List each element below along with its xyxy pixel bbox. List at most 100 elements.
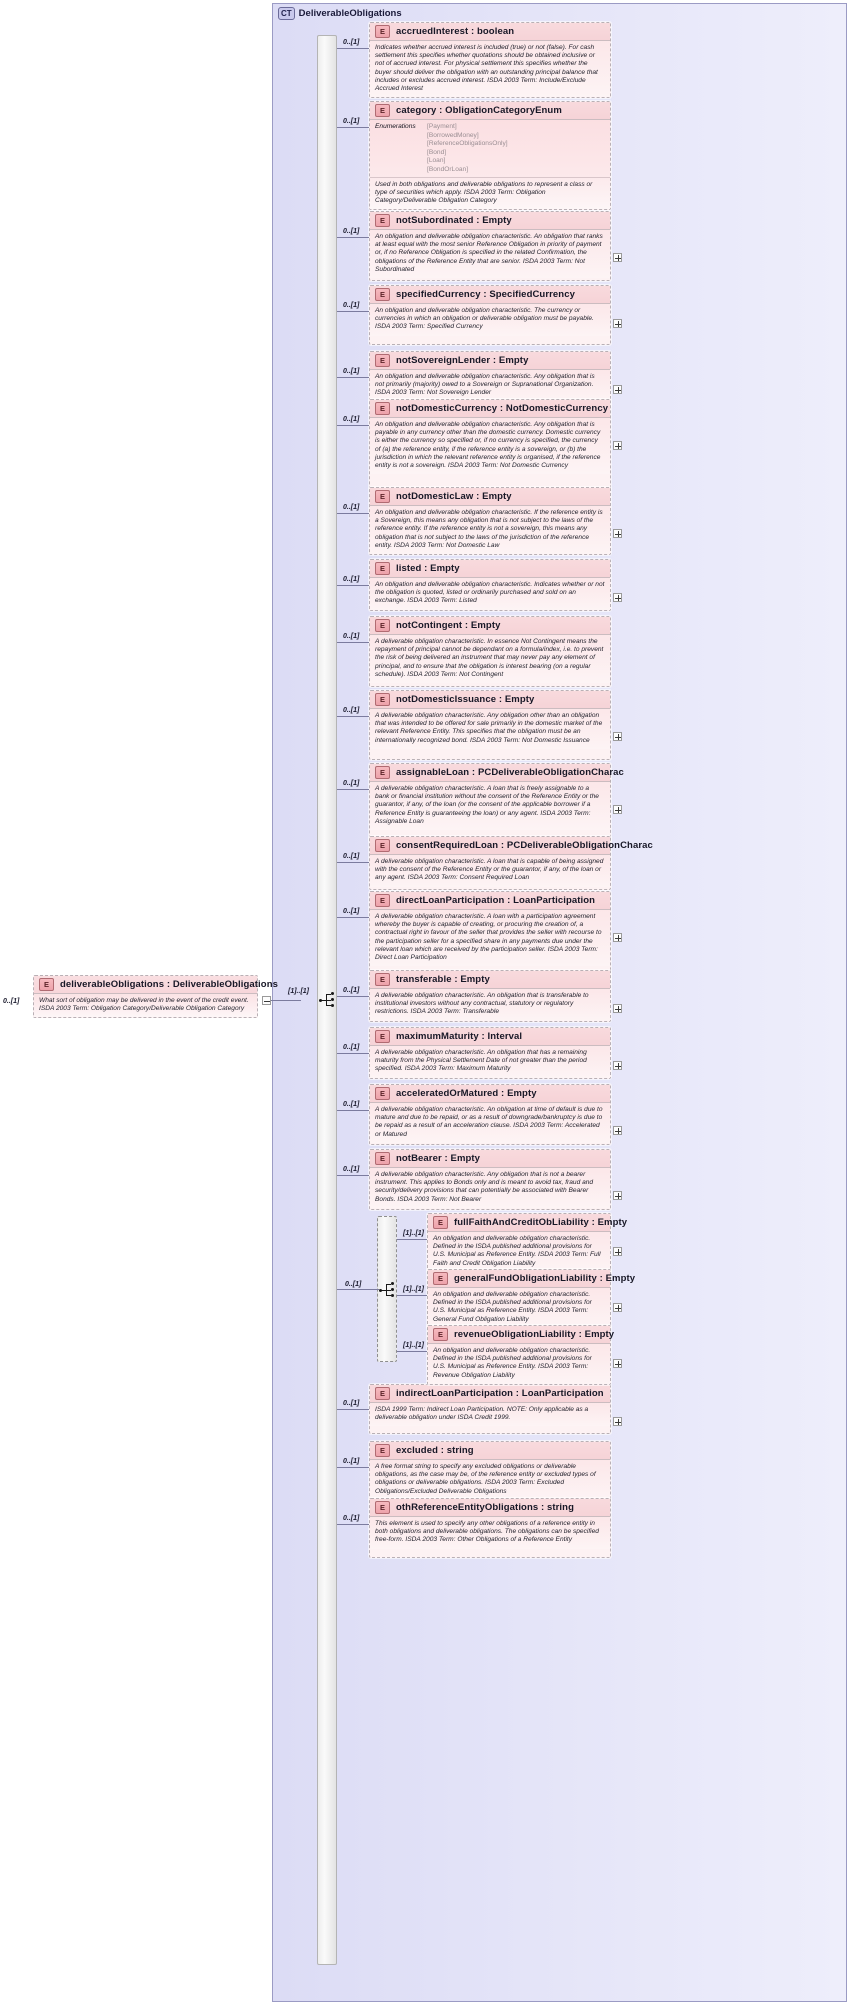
expand-box[interactable] — [613, 385, 622, 394]
connector-line — [337, 1409, 369, 1410]
element-node-doc: An obligation and deliverable obligation… — [370, 370, 610, 402]
connector-line — [337, 237, 369, 238]
element-badge-icon: E — [375, 766, 390, 779]
expand-box[interactable] — [613, 732, 622, 741]
element-cardinality: [1]..[1] — [403, 1230, 424, 1237]
connector-line — [337, 1110, 369, 1111]
expand-box[interactable] — [613, 593, 622, 602]
connector-line — [337, 862, 369, 863]
element-node-doc: This element is used to specify any othe… — [370, 1517, 610, 1549]
enumeration-value: [Bond] — [427, 148, 447, 156]
root-element-cardinality: 0..[1] — [3, 998, 20, 1005]
expand-box[interactable] — [613, 805, 622, 814]
element-node-doc: A deliverable obligation characteristic.… — [370, 1168, 610, 1208]
connector-line — [337, 716, 369, 717]
element-node-doc: A free format string to specify any excl… — [370, 1460, 610, 1500]
enumeration-value: [ReferenceObligationsOnly] — [427, 140, 508, 148]
connector-line — [337, 1467, 369, 1468]
element-cardinality: 0..[1] — [343, 39, 360, 46]
element-node-name: notContingent : Empty — [396, 620, 501, 631]
expand-box[interactable] — [613, 1004, 622, 1013]
expand-box[interactable] — [613, 441, 622, 450]
collapse-box[interactable] — [262, 996, 271, 1005]
element-cardinality: 0..[1] — [343, 1458, 360, 1465]
expand-box[interactable] — [613, 319, 622, 328]
element-node-doc: Used in both obligations and deliverable… — [370, 176, 610, 210]
connector-line — [397, 1351, 427, 1352]
element-cardinality: 0..[1] — [343, 118, 360, 125]
element-node-doc: An obligation and deliverable obligation… — [370, 418, 610, 475]
element-badge-icon: E — [375, 1444, 390, 1457]
element-node-name: acceleratedOrMatured : Empty — [396, 1088, 537, 1099]
element-badge-icon: E — [375, 693, 390, 706]
element-cardinality: 0..[1] — [343, 633, 360, 640]
element-badge-icon: E — [375, 1087, 390, 1100]
expand-box[interactable] — [613, 529, 622, 538]
element-node-doc: An obligation and deliverable obligation… — [370, 506, 610, 555]
element-cardinality: 0..[1] — [343, 707, 360, 714]
expand-box[interactable] — [613, 253, 622, 262]
element-badge-icon: E — [375, 562, 390, 575]
element-cardinality: 0..[1] — [343, 1400, 360, 1407]
choice-compositor-icon[interactable] — [379, 1282, 399, 1298]
element-badge-icon: E — [375, 894, 390, 907]
element-badge-icon: E — [375, 1387, 390, 1400]
element-node-name: category : ObligationCategoryEnum — [396, 105, 562, 116]
enumeration-value: [Loan] — [427, 157, 446, 165]
connector-line — [337, 1053, 369, 1054]
element-node-name: notDomesticIssuance : Empty — [396, 694, 535, 705]
connector-line — [337, 789, 369, 790]
element-badge-icon: E — [375, 1501, 390, 1514]
element-node-name: assignableLoan : PCDeliverableObligation… — [396, 767, 624, 778]
element-badge-icon: E — [433, 1216, 448, 1229]
element-badge-icon: E — [375, 973, 390, 986]
expand-box[interactable] — [613, 1303, 622, 1312]
expand-box[interactable] — [613, 1061, 622, 1070]
element-node-doc: An obligation and deliverable obligation… — [428, 1344, 610, 1384]
sequence-compositor-icon[interactable] — [319, 992, 339, 1008]
element-node-doc: A deliverable obligation characteristic.… — [370, 855, 610, 887]
expand-box[interactable] — [613, 1417, 622, 1426]
root-element-doc: What sort of obligation may be delivered… — [34, 994, 257, 1018]
expand-box[interactable] — [613, 1191, 622, 1200]
element-badge-icon: E — [375, 490, 390, 503]
root-element-node[interactable]: E deliverableObligations : DeliverableOb… — [33, 975, 278, 1019]
element-node-name: notDomesticLaw : Empty — [396, 491, 512, 502]
expand-box[interactable] — [613, 1126, 622, 1135]
expand-box[interactable] — [613, 1359, 622, 1368]
expand-box[interactable] — [613, 933, 622, 942]
connector-line — [337, 127, 369, 128]
expand-box[interactable] — [613, 1247, 622, 1256]
element-badge-icon: E — [375, 214, 390, 227]
